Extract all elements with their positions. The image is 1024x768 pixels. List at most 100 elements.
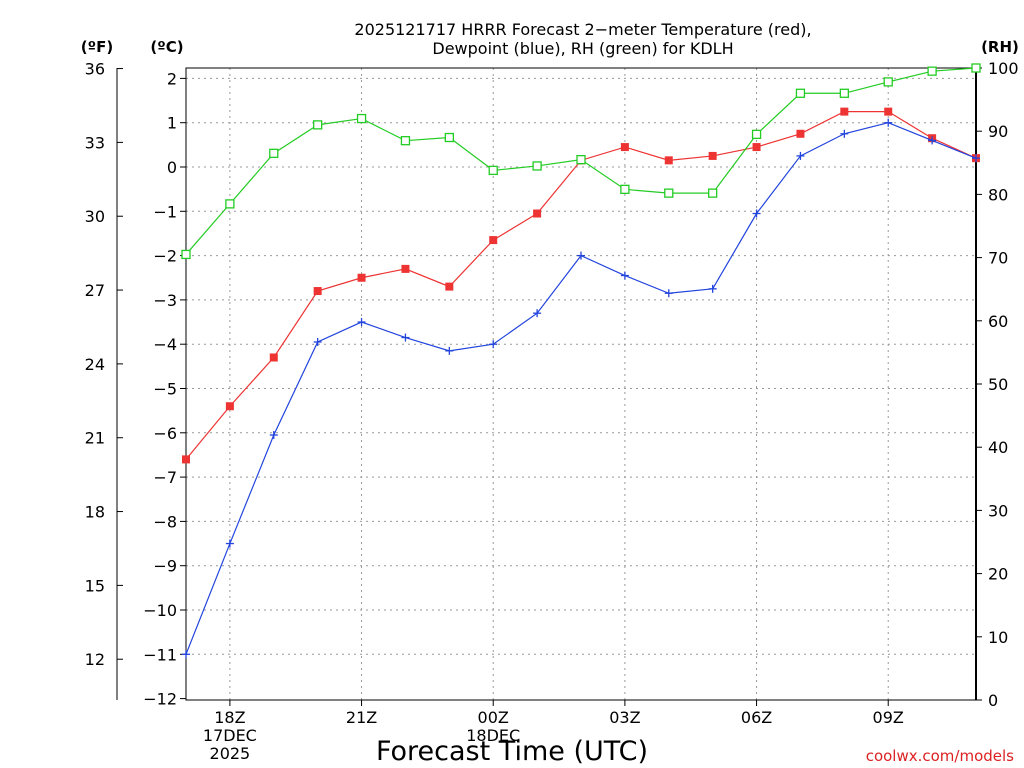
temperature-point (664, 156, 673, 165)
temperature-point (533, 209, 542, 218)
temperature-point (269, 353, 278, 362)
x-tick-label: 17DEC (203, 726, 257, 745)
temperature-point (182, 455, 190, 464)
rh-point (444, 132, 454, 143)
dewpoint-point (313, 337, 322, 346)
rh-point (795, 88, 806, 98)
dewpoint-point (445, 346, 454, 355)
dewpoint-point (972, 154, 980, 163)
rh-point (708, 188, 718, 198)
dewpoint-point (664, 289, 673, 298)
celsius-tick-label: −7 (153, 468, 177, 487)
temperature-point (884, 107, 893, 116)
rh-point (664, 188, 674, 198)
dewpoint-point (357, 318, 366, 327)
rh-point (839, 88, 849, 98)
fahrenheit-tick-label: 36 (85, 60, 105, 79)
dewpoint-point (840, 129, 849, 138)
dewpoint-point (708, 284, 717, 293)
celsius-unit-label: (ºC) (150, 38, 183, 56)
chart-title-line-1: 2025121717 HRRR Forecast 2−meter Tempera… (354, 20, 811, 39)
x-tick-label: 18DEC (466, 726, 520, 745)
dewpoint-point (225, 539, 234, 548)
rh-tick-label: 60 (988, 312, 1008, 331)
temperature-point (401, 264, 410, 273)
temperature-point (225, 402, 234, 411)
rh-point (313, 120, 323, 130)
fahrenheit-unit-label: (ºF) (81, 38, 113, 56)
dewpoint-point (533, 309, 542, 318)
fahrenheit-tick-label: 15 (85, 576, 105, 595)
rh-tick-label: 10 (988, 628, 1008, 647)
temperature-point (796, 129, 805, 138)
rh-tick-label: 0 (988, 691, 998, 710)
celsius-tick-label: −11 (143, 645, 177, 664)
x-tick-label: 21Z (346, 708, 377, 727)
rh-tick-label: 70 (988, 249, 1008, 268)
rh-tick-label: 30 (988, 501, 1008, 520)
dewpoint-point (401, 333, 410, 342)
rh-point (488, 165, 498, 176)
dewpoint-point (620, 271, 629, 280)
temperature-point (357, 273, 366, 282)
dewpoint-point (577, 251, 585, 260)
chart-title-line-2: Dewpoint (blue), RH (green) for KDLH (432, 39, 733, 58)
temperature-point (313, 287, 322, 296)
dewpoint-point (796, 151, 805, 160)
celsius-tick-label: −5 (153, 380, 177, 399)
fahrenheit-tick-label: 18 (85, 503, 105, 522)
rh-point (620, 184, 630, 194)
dewpoint-line (185, 122, 977, 655)
fahrenheit-tick-label: 12 (85, 650, 105, 669)
temperature-point (620, 143, 629, 152)
celsius-tick-label: −6 (153, 424, 177, 443)
data-series (181, 63, 981, 659)
rh-point (532, 161, 542, 171)
celsius-tick-label: −10 (143, 601, 177, 620)
site-credit: coolwx.com/models (866, 747, 1014, 765)
rh-point (225, 199, 235, 209)
rh-tick-label: 90 (988, 122, 1008, 141)
rh-point (971, 63, 981, 73)
dewpoint-point (928, 136, 937, 145)
dewpoint-point (752, 209, 761, 218)
celsius-tick-label: −4 (153, 335, 177, 354)
fahrenheit-tick-label: 21 (85, 429, 105, 448)
x-tick-label: 03Z (609, 708, 640, 727)
fahrenheit-tick-label: 24 (85, 355, 105, 374)
rh-point (883, 77, 893, 87)
celsius-tick-label: −3 (153, 291, 177, 310)
temperature-point (840, 107, 849, 116)
dewpoint-point (182, 650, 190, 659)
rh-point (751, 129, 762, 140)
celsius-tick-label: 2 (167, 69, 177, 88)
rh-point (576, 154, 586, 165)
rh-point (269, 148, 279, 158)
x-tick-label: 09Z (873, 708, 904, 727)
celsius-tick-label: −9 (153, 557, 177, 576)
rh-point (400, 136, 411, 146)
celsius-tick-label: −12 (143, 690, 177, 709)
x-tick-label: 00Z (478, 708, 509, 727)
fahrenheit-tick-label: 27 (85, 281, 105, 300)
fahrenheit-tick-label: 30 (85, 207, 105, 226)
x-tick-label: 18Z (214, 708, 245, 727)
rh-tick-label: 20 (988, 565, 1008, 584)
temperature-point (708, 151, 717, 160)
celsius-tick-label: −1 (153, 202, 177, 221)
temperature-point (445, 282, 454, 291)
x-axis-label: Forecast Time (UTC) (376, 736, 648, 767)
fahrenheit-tick-label: 33 (85, 133, 105, 152)
temperature-point (489, 236, 498, 245)
dewpoint-point (489, 340, 498, 349)
celsius-tick-label: −2 (153, 247, 177, 266)
celsius-tick-label: 1 (167, 114, 177, 133)
rh-tick-label: 40 (988, 438, 1008, 457)
rh-point (356, 113, 367, 124)
x-tick-label: 2025 (210, 744, 251, 763)
rh-tick-label: 80 (988, 185, 1008, 204)
dewpoint-point (269, 431, 278, 440)
rh-tick-label: 50 (988, 375, 1008, 394)
rh-point (181, 249, 191, 260)
